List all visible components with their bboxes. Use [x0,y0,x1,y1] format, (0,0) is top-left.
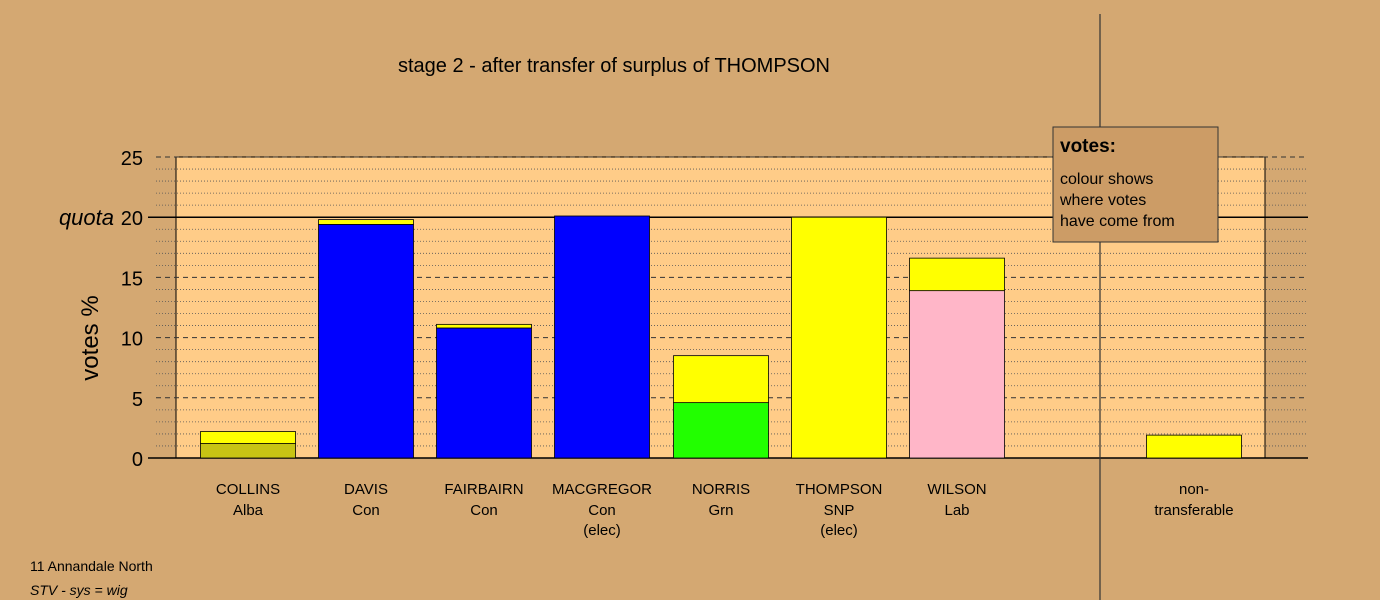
candidate-party-label: SNP [824,502,855,519]
candidate-party-label: Lab [944,502,969,519]
bar-segment [318,224,414,459]
y-tick-label: 0 [132,449,143,471]
bar-segment [436,323,532,329]
bar-segment [791,216,887,459]
bar-segment [436,327,532,459]
bar-segment [554,215,650,459]
candidate-note-label: (elec) [820,522,858,539]
legend-text: have come from [1060,213,1175,230]
y-tick-label: 20 [121,208,143,230]
plot-area: 0 5 10 15 20 25 quota COLLINS Alba DAVIS Con FAIRBA… [59,14,1308,600]
bar-segment [200,443,296,459]
candidate-party-label: Grn [708,502,733,519]
candidate-name-label: DAVIS [344,481,388,498]
nontransferable-label: transferable [1154,502,1233,519]
y-tick-label: 5 [132,389,143,411]
bar-segment [673,355,769,404]
legend-title: votes: [1060,136,1116,157]
legend-text: colour shows [1060,171,1153,188]
y-tick-label: 25 [121,148,143,170]
bar-segment [673,402,769,459]
y-tick-label: 10 [121,329,143,351]
candidate-party-label: Con [470,502,498,519]
bar-segment [909,257,1005,292]
candidate-name-label: MACGREGOR [552,481,652,498]
candidate-party-label: Con [588,502,616,519]
bar-segment [318,219,414,225]
candidate-name-label: WILSON [927,481,986,498]
bar-segment [200,431,296,444]
nontransferable-bar [1146,434,1242,459]
candidate-note-label: (elec) [583,522,621,539]
bar-segment [909,290,1005,459]
candidate-name-label: FAIRBAIRN [444,481,523,498]
y-axis-label: votes % [77,295,104,380]
legend-text: where votes [1059,192,1146,209]
candidate-name-label: THOMPSON [796,481,883,498]
candidate-name-label: COLLINS [216,481,280,498]
y-tick-label: 15 [121,268,143,290]
candidate-name-label: NORRIS [692,481,750,498]
system-label: STV - sys = wig [30,582,128,598]
constituency-label: 11 Annandale North [30,558,153,574]
chart-title: stage 2 - after transfer of surplus of T… [398,55,830,77]
quota-label: quota [59,205,114,230]
legend-box [1052,126,1219,243]
candidate-party-label: Alba [233,502,264,519]
nontransferable-label: non- [1179,481,1209,498]
candidate-party-label: Con [352,502,380,519]
